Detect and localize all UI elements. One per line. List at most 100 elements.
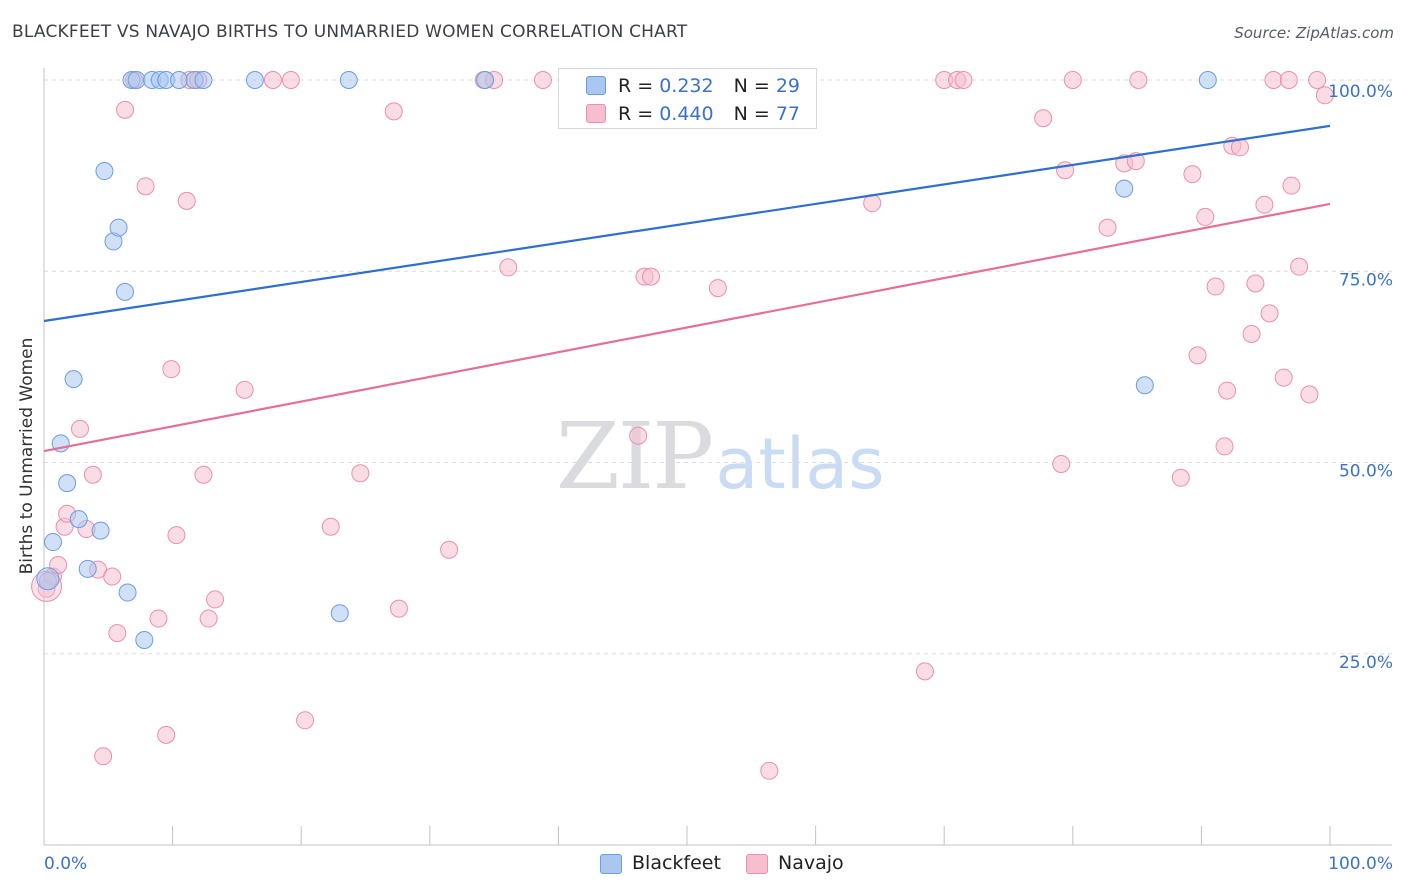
y-tick-label: 50.0% [1339,462,1393,482]
blackfeet-point [476,71,495,89]
navajo-point [1183,165,1202,184]
blackfeet-swatch [586,76,606,95]
navajo-point [1188,346,1207,365]
navajo-point [1274,368,1293,387]
blackfeet-point [116,282,135,301]
blackfeet-point [1135,376,1154,395]
navajo-point [83,465,102,484]
watermark-zip: ZIP [556,403,712,510]
navajo-point [157,725,176,744]
navajo-point [1034,109,1053,128]
chart-title: BLACKFEET VS NAVAJO BIRTHS TO UNMARRIED … [12,22,688,42]
navajo-point [1290,257,1309,276]
navajo-swatch [586,104,606,123]
navajo-point [1300,385,1319,404]
blackfeet-trend-line [43,124,1331,323]
navajo-point [136,177,155,196]
navajo-point [1279,71,1298,89]
blackfeet-point [135,630,154,649]
r-label: R = [618,75,660,97]
y-tick-label: 100.0% [1328,82,1393,102]
navajo-point [641,267,660,286]
x-tick-label: 0.0% [44,854,87,874]
navajo-point [1255,195,1274,214]
navajo-point [1063,71,1082,89]
blackfeet-point [118,583,137,602]
navajo-point [440,540,459,559]
navajo-point [1282,176,1301,195]
navajo-point [149,609,168,628]
navajo-point [1246,274,1265,293]
blackfeet-point [44,533,63,552]
source-credit: Source: ZipAtlas.com [1234,24,1394,42]
blackfeet-point [78,559,97,578]
blackfeet-point [1115,179,1134,198]
blackfeet-cluster-point [36,567,60,591]
legend-label-navajo: Navajo [778,852,844,874]
navajo-point [915,662,934,681]
blackfeet-point [69,510,88,529]
navajo-point [954,71,973,89]
navajo-legend-swatch [746,854,768,874]
navajo-point [1264,71,1283,89]
blackfeet-point [64,370,83,389]
navajo-point [1242,324,1261,343]
navajo-point [281,71,300,89]
navajo-point [263,71,282,89]
blackfeet-legend-swatch [600,854,622,874]
navajo-point [1215,437,1234,456]
data-points [31,71,1334,780]
navajo-point [162,360,181,379]
navajo-point [1308,71,1327,89]
y-tick-label: 75.0% [1339,270,1393,290]
blackfeet-point [109,218,128,237]
axes [43,68,1392,846]
navajo-point [1171,468,1190,487]
navajo-point [167,526,186,545]
blackfeet-point [339,71,358,89]
blackfeet-point [91,521,110,540]
navajo-trend-line [43,202,1331,453]
navajo-point [177,191,196,210]
r-value-blackfeet: 0.232 [659,75,714,97]
blackfeet-point [58,474,77,493]
navajo-point [351,464,370,483]
navajo-point [1098,218,1117,237]
tick-labels: 25.0% 50.0% 75.0% 100.0% 0.0% 100.0% [44,82,1393,874]
navajo-point [194,465,213,484]
navajo-point [1206,277,1225,296]
navajo-point [235,380,254,399]
navajo-point [1052,455,1071,474]
blackfeet-point [194,71,213,89]
navajo-point [389,599,408,618]
navajo-point [499,258,518,277]
navajo-point [296,711,315,730]
n-value-navajo: 77 [775,103,801,125]
watermark-atlas: atlas [715,423,884,505]
navajo-point [94,747,113,766]
navajo-point [384,102,403,121]
r-label: R = [618,103,660,125]
navajo-point [199,609,218,628]
blackfeet-point [245,71,264,89]
series-legend: Blackfeet Navajo [0,851,1406,877]
blackfeet-point [95,162,114,181]
navajo-cluster-point [31,570,63,602]
navajo-point [1315,86,1334,105]
blackfeet-point [127,71,146,89]
navajo-point [1260,304,1279,323]
navajo-point [321,517,340,536]
blackfeet-point [1198,71,1217,89]
x-tick-label: 100.0% [1328,854,1393,874]
stats-legend: R = 0.232 N = 29 R = 0.440 N = 77 [558,68,817,129]
navajo-point [1129,71,1148,89]
blackfeet-point [170,71,189,89]
navajo-point [533,71,552,89]
navajo-point [708,279,727,298]
navajo-point [206,590,225,609]
blackfeet-point [330,604,349,623]
y-tick-label: 25.0% [1339,653,1393,673]
r-value-navajo: 0.440 [659,103,714,125]
navajo-point [103,567,122,586]
